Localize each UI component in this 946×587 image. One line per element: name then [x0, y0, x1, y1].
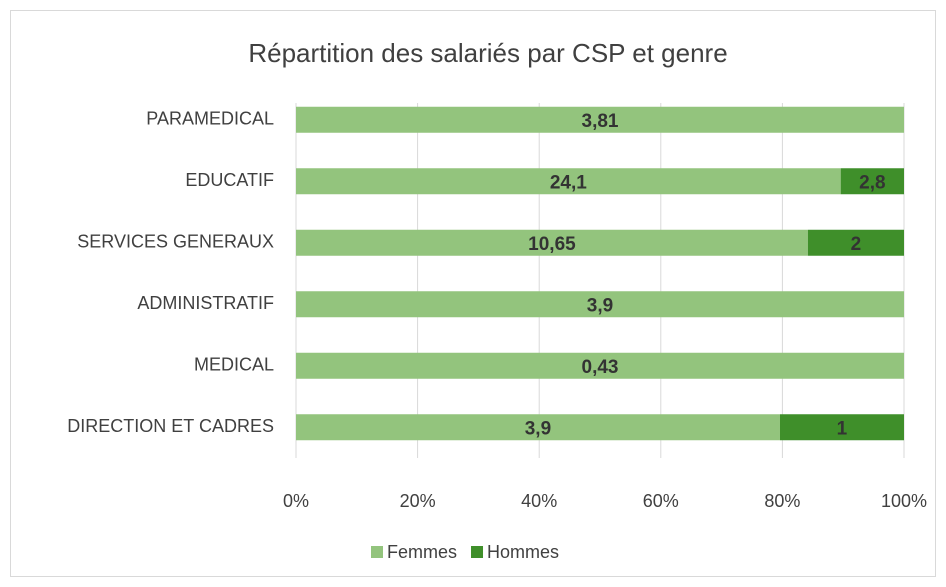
x-tick-label: 100% — [881, 491, 927, 511]
y-tick-label: ADMINISTRATIF — [137, 293, 274, 313]
legend-label: Femmes — [387, 542, 457, 562]
x-tick-label: 60% — [643, 491, 679, 511]
data-label: 3,9 — [587, 295, 613, 316]
bar-segment — [779, 414, 904, 441]
bar-segment — [296, 168, 841, 195]
bar-segment — [807, 229, 904, 256]
bar-segment — [296, 414, 780, 441]
legend-swatch — [371, 546, 383, 558]
bar-segment — [296, 291, 904, 318]
bar-segment — [840, 168, 904, 195]
legend-swatch — [471, 546, 484, 558]
y-tick-label: SERVICES GENERAUX — [77, 232, 274, 252]
data-label: 2 — [851, 234, 862, 255]
y-tick-label: MEDICAL — [194, 355, 274, 375]
data-label: 2,8 — [859, 172, 885, 193]
x-tick-label: 40% — [521, 491, 557, 511]
chart-title: Répartition des salariés par CSP et genr… — [248, 38, 727, 68]
y-tick-label: DIRECTION ET CADRES — [67, 416, 274, 436]
data-label: 0,43 — [582, 357, 619, 378]
x-tick-label: 80% — [764, 491, 800, 511]
data-label: 3,9 — [525, 418, 551, 439]
x-tick-label: 0% — [283, 491, 309, 511]
bar-segment — [296, 229, 808, 256]
data-label: 24,1 — [550, 172, 587, 193]
data-label: 10,65 — [528, 234, 576, 255]
data-label: 1 — [837, 418, 848, 439]
bar-segment — [296, 106, 904, 133]
y-tick-label: EDUCATIF — [185, 170, 274, 190]
x-tick-label: 20% — [400, 491, 436, 511]
legend-label: Hommes — [487, 542, 559, 562]
y-tick-label: PARAMEDICAL — [146, 109, 274, 129]
data-label: 3,81 — [582, 111, 619, 132]
bar-segment — [296, 352, 904, 379]
